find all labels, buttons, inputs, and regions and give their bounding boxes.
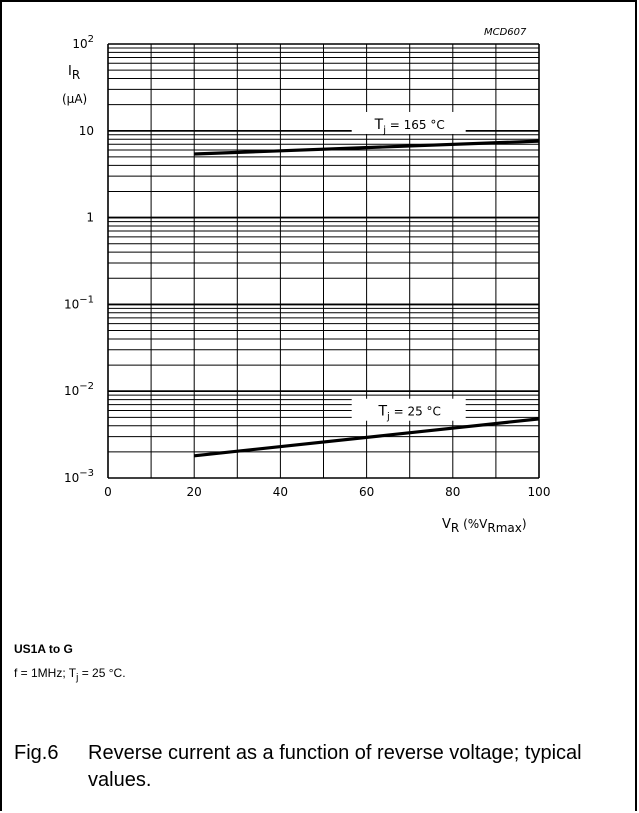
series-line-tj25	[194, 417, 540, 458]
series-label-bg	[351, 398, 466, 421]
x-axis-label: VR (%VRmax)	[442, 517, 527, 535]
figure-caption: Fig.6 Reverse current as a function of re…	[14, 740, 608, 794]
series-line-tj165	[194, 139, 540, 156]
chart-grid	[107, 43, 540, 479]
y-tick-label: 1	[86, 211, 94, 225]
chart-labels: 0 20 40 60 80 100 102 10 1 10−1 10−2 10−3 Tj = 165 °…	[64, 34, 550, 499]
y-tick-label: 10−1	[64, 294, 94, 311]
y-tick-label: 10−2	[64, 381, 94, 398]
measurement-conditions: f = 1MHz; Tj = 25 °C.	[14, 666, 126, 684]
y-axis-unit: (µA)	[62, 92, 87, 106]
x-tick-label: 20	[187, 485, 202, 499]
chart-series	[194, 139, 540, 458]
y-tick-label: 10	[79, 124, 94, 138]
series-label-tj25: Tj = 25 °C	[377, 404, 441, 423]
y-axis-label: IR	[68, 64, 80, 82]
x-tick-label: 80	[445, 485, 460, 499]
y-tick-label: 10−3	[64, 468, 94, 485]
x-tick-label: 0	[104, 485, 112, 499]
device-range: US1A to G	[14, 642, 73, 656]
figure-caption-text: Reverse current as a function of reverse…	[88, 742, 582, 791]
x-tick-label: 100	[528, 485, 551, 499]
y-tick-label: 102	[72, 34, 94, 51]
x-tick-label: 40	[273, 485, 288, 499]
series-label-tj165: Tj = 165 °C	[374, 117, 445, 136]
figure-number: Fig.6	[14, 742, 59, 764]
figure-id: MCD607	[484, 27, 527, 38]
series-label-bg	[351, 111, 466, 134]
x-tick-label: 60	[359, 485, 374, 499]
